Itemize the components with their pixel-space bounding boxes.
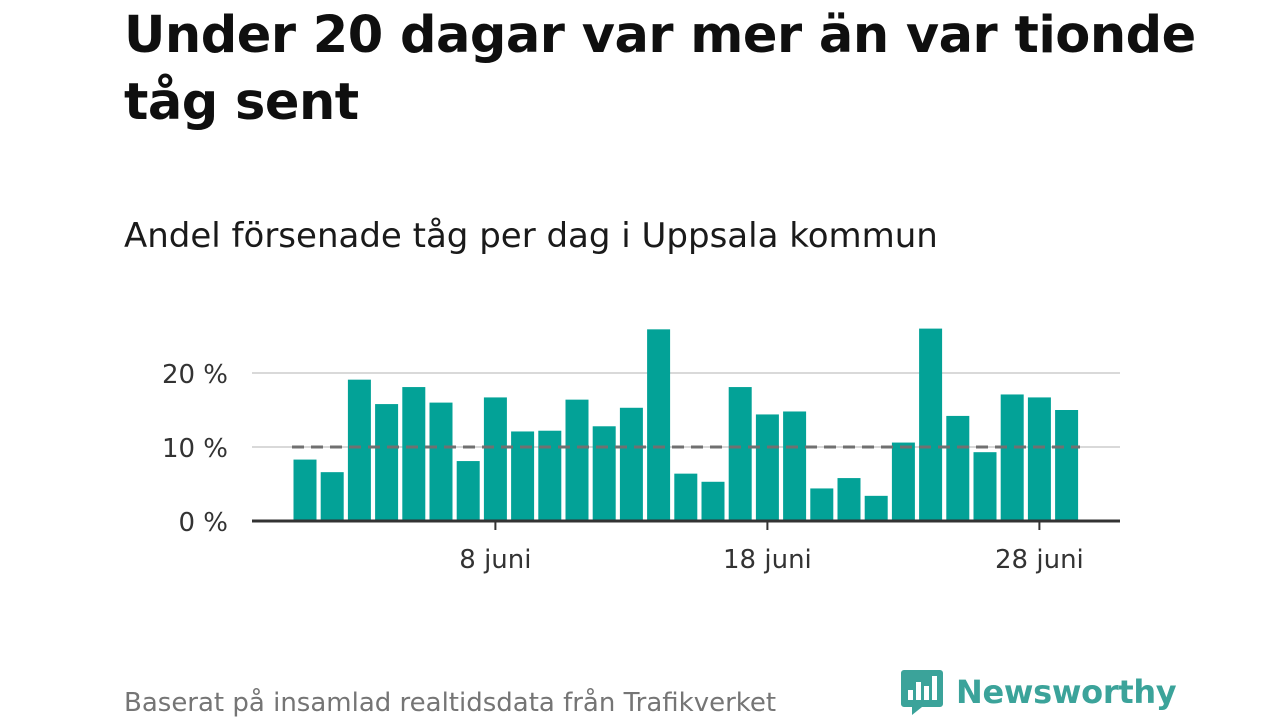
bar <box>1027 397 1051 521</box>
bar <box>701 481 725 521</box>
bar <box>293 459 317 521</box>
bar <box>783 411 807 521</box>
y-tick-label: 20 % <box>162 360 228 390</box>
x-tick-label: 28 juni <box>995 545 1084 575</box>
bar <box>456 461 480 521</box>
bar <box>674 473 698 521</box>
bar <box>592 426 616 521</box>
tick-labels: 0 % 10 % 20 % 8 juni 18 juni 28 juni <box>162 360 1084 575</box>
bar <box>728 387 752 521</box>
x-tick-label: 18 juni <box>723 545 812 575</box>
axes <box>252 519 1120 530</box>
bar <box>973 452 997 521</box>
bar <box>647 329 671 521</box>
chart-subtitle: Andel försenade tåg per dag i Uppsala ko… <box>124 216 938 256</box>
bars <box>293 328 1079 521</box>
bar <box>891 442 915 521</box>
bar <box>755 414 779 521</box>
chart-headline: Under 20 dagar var mer än var tionde tåg… <box>124 6 1196 132</box>
bar <box>837 478 861 521</box>
bar <box>511 431 535 521</box>
bar <box>429 402 453 521</box>
bar <box>538 430 562 521</box>
bar <box>320 472 344 521</box>
source-note: Baserat på insamlad realtidsdata från Tr… <box>124 688 777 718</box>
bar <box>347 379 371 521</box>
bar <box>919 328 943 521</box>
brand-logo: Newsworthy <box>900 668 1177 716</box>
bar <box>483 397 507 521</box>
bar-chart-speech-bubble-icon <box>901 670 943 715</box>
x-tick-label: 8 juni <box>459 545 531 575</box>
bar <box>402 387 426 521</box>
bar <box>864 495 888 521</box>
brand-name: Newsworthy <box>956 673 1177 711</box>
bar-chart: 0 % 10 % 20 % 8 juni 18 juni 28 juni <box>162 328 1120 575</box>
bar <box>375 404 399 521</box>
bar <box>619 407 643 521</box>
bar <box>946 415 970 521</box>
bar <box>1000 394 1024 521</box>
bar <box>565 399 589 521</box>
bar <box>810 488 834 521</box>
y-tick-label: 0 % <box>178 508 228 538</box>
y-tick-label: 10 % <box>162 434 228 464</box>
bar <box>1055 410 1079 521</box>
